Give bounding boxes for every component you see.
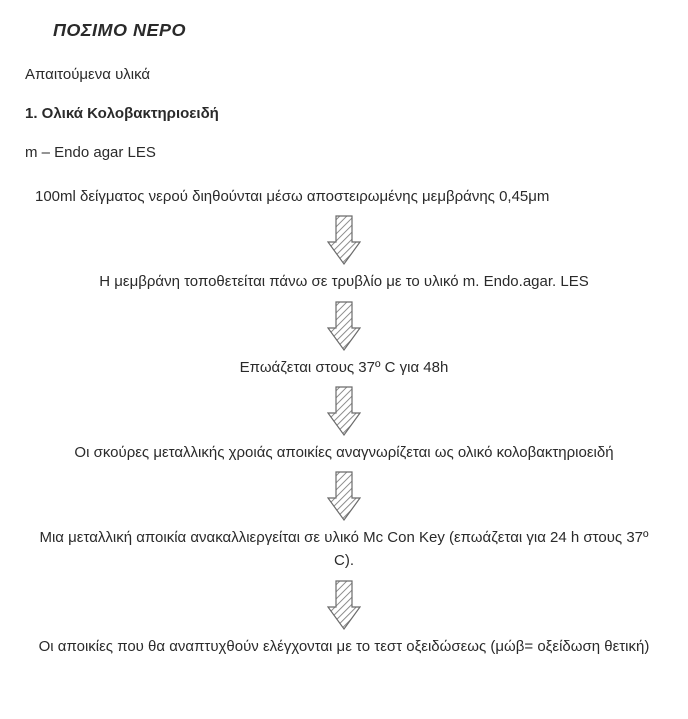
flow-arrow [25,466,663,524]
materials-label: Απαιτούμενα υλικά [25,66,663,83]
flowchart: 100ml δείγματος νερού διηθούνται μέσω απ… [25,183,663,660]
page-title: ΠΟΣΙΜΟ ΝΕΡΟ [53,20,663,41]
flow-arrow [25,210,663,268]
flow-step: Μια μεταλλική αποικία ανακαλλιεργείται σ… [25,524,663,575]
arrow-down-icon [327,385,361,437]
section-heading: 1. Ολικά Κολοβακτηριοειδή [25,105,663,122]
flow-arrow [25,575,663,633]
flow-step: Οι αποικίες που θα αναπτυχθούν ελέγχοντα… [25,633,663,660]
arrow-down-icon [327,470,361,522]
arrow-down-icon [327,300,361,352]
flow-step: 100ml δείγματος νερού διηθούνται μέσω απ… [25,183,663,210]
arrow-down-icon [327,214,361,266]
flow-step: Επωάζεται στους 37º C για 48h [25,354,663,381]
page-container: ΠΟΣΙΜΟ ΝΕΡΟ Απαιτούμενα υλικά 1. Ολικά Κ… [0,0,688,690]
media-line: m – Endo agar LES [25,144,663,161]
flow-step: Η μεμβράνη τοποθετείται πάνω σε τρυβλίο … [25,268,663,295]
flow-step: Οι σκούρες μεταλλικής χροιάς αποικίες αν… [25,439,663,466]
flow-arrow [25,381,663,439]
flow-arrow [25,296,663,354]
arrow-down-icon [327,579,361,631]
